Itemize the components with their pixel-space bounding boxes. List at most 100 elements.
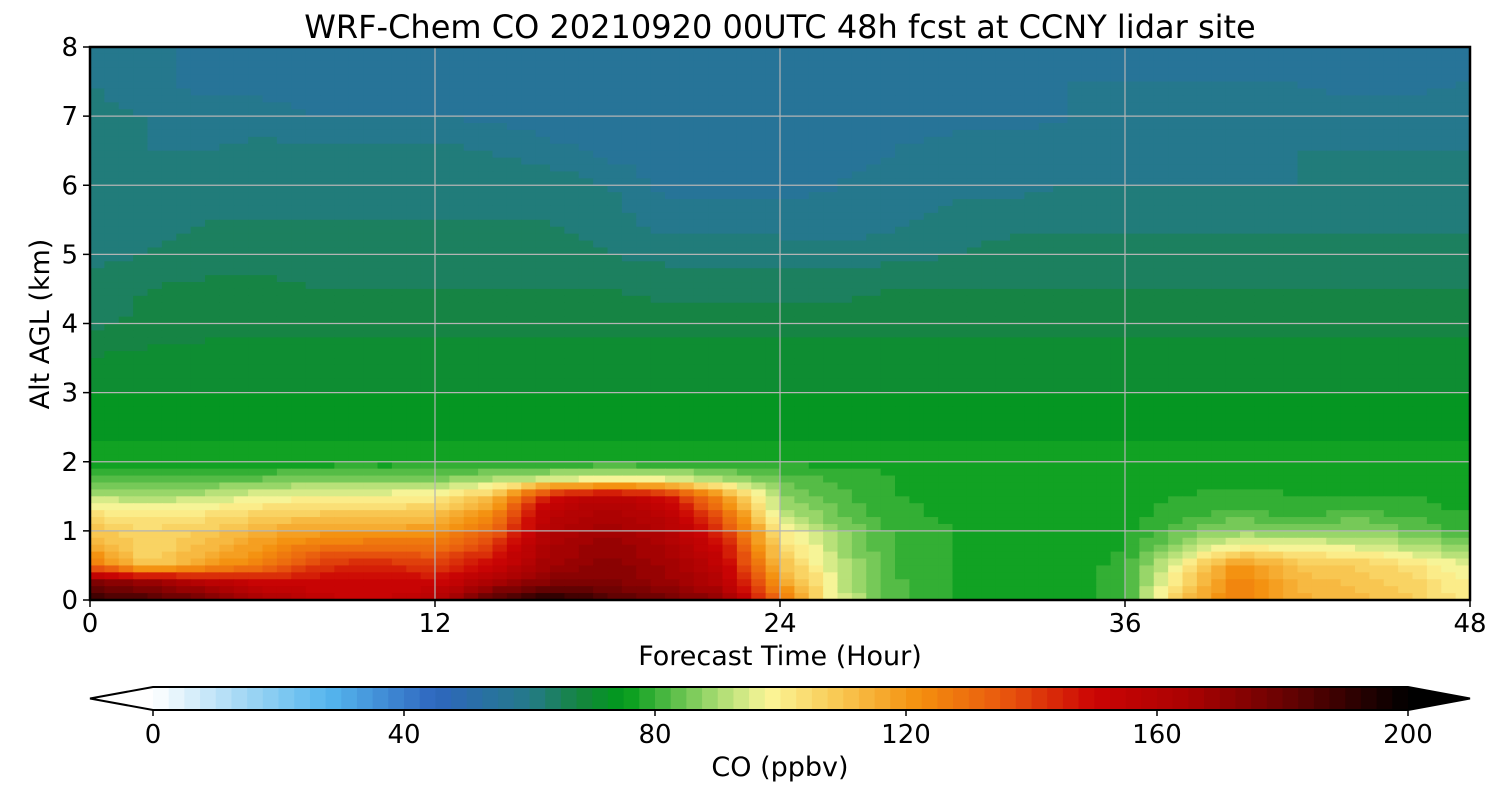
- field-cell: [1168, 199, 1184, 207]
- field-cell: [636, 74, 652, 83]
- field-cell: [650, 164, 666, 173]
- field-cell: [578, 199, 594, 207]
- field-cell: [535, 323, 551, 332]
- field-cell: [291, 212, 307, 221]
- field-cell: [363, 302, 379, 311]
- field-cell: [463, 275, 479, 283]
- field-cell: [693, 74, 709, 83]
- field-cell: [808, 164, 824, 173]
- field-cell: [1240, 323, 1255, 332]
- field-cell: [1240, 226, 1255, 235]
- field-cell: [435, 102, 450, 110]
- field-cell: [1024, 275, 1040, 283]
- field-cell: [90, 288, 105, 297]
- field-cell: [1412, 199, 1428, 207]
- field-cell: [1340, 123, 1356, 131]
- field-cell: [535, 295, 551, 304]
- field-cell: [219, 150, 235, 159]
- field-cell: [823, 185, 839, 193]
- field-cell: [751, 164, 767, 173]
- field-cell: [406, 364, 422, 373]
- field-cell: [391, 330, 407, 338]
- field-cell: [1369, 268, 1385, 276]
- field-cell: [492, 275, 508, 283]
- field-cell: [650, 295, 666, 304]
- field-cell: [1038, 81, 1054, 90]
- field-cell: [636, 164, 652, 173]
- field-cell: [679, 233, 695, 242]
- field-cell: [291, 364, 307, 373]
- field-cell: [1297, 399, 1313, 408]
- field-cell: [1096, 282, 1112, 290]
- field-cell: [1081, 116, 1097, 124]
- field-cell: [1426, 268, 1442, 276]
- field-cell: [1096, 192, 1112, 200]
- field-cell: [550, 309, 565, 318]
- field-cell: [880, 171, 896, 179]
- field-cell: [1369, 302, 1385, 311]
- field-cell: [205, 178, 220, 186]
- field-cell: [837, 164, 853, 173]
- field-cell: [1211, 282, 1227, 290]
- field-cell: [1412, 330, 1428, 338]
- field-cell: [320, 157, 335, 166]
- field-cell: [233, 275, 249, 283]
- field-cell: [1139, 330, 1155, 338]
- field-cell: [650, 116, 666, 124]
- field-cell: [205, 316, 220, 325]
- field-cell: [837, 205, 853, 214]
- field-cell: [938, 254, 954, 262]
- field-cell: [276, 199, 292, 207]
- field-cell: [190, 81, 206, 90]
- field-cell: [1455, 233, 1471, 242]
- field-cell: [1010, 74, 1025, 83]
- field-cell: [550, 192, 565, 200]
- field-cell: [851, 323, 867, 332]
- field-cell: [895, 295, 910, 304]
- field-cell: [363, 358, 379, 366]
- field-cell: [1182, 74, 1198, 83]
- field-cell: [765, 268, 781, 276]
- field-cell: [521, 254, 537, 262]
- field-cell: [1182, 233, 1198, 242]
- field-cell: [535, 309, 551, 318]
- field-cell: [1225, 47, 1241, 55]
- field-cell: [1326, 247, 1342, 255]
- field-cell: [478, 392, 494, 401]
- field-cell: [1139, 185, 1155, 193]
- field-cell: [780, 399, 795, 408]
- field-cell: [751, 351, 767, 359]
- field-cell: [506, 385, 522, 394]
- field-cell: [751, 344, 767, 352]
- field-cell: [823, 53, 839, 62]
- field-cell: [650, 385, 666, 394]
- field-cell: [1283, 47, 1299, 55]
- field-cell: [1383, 74, 1399, 83]
- field-cell: [291, 261, 307, 269]
- field-cell: [521, 212, 537, 221]
- field-cell: [391, 143, 407, 152]
- field-cell: [1412, 378, 1428, 387]
- field-cell: [794, 60, 810, 69]
- field-cell: [1110, 261, 1126, 269]
- field-cell: [1225, 102, 1241, 110]
- field-cell: [161, 219, 177, 228]
- field-cell: [1283, 136, 1299, 145]
- field-cell: [794, 185, 810, 193]
- field-cell: [377, 337, 393, 345]
- field-cell: [1053, 392, 1069, 401]
- field-cell: [966, 157, 982, 166]
- field-cell: [780, 364, 795, 373]
- field-cell: [305, 129, 321, 138]
- field-cell: [1211, 344, 1227, 352]
- field-cell: [1355, 109, 1370, 117]
- field-cell: [334, 74, 350, 83]
- field-cell: [449, 109, 465, 117]
- field-cell: [636, 109, 652, 117]
- field-cell: [521, 150, 537, 159]
- field-cell: [1355, 288, 1370, 297]
- field-cell: [449, 247, 465, 255]
- field-cell: [1053, 53, 1069, 62]
- field-cell: [607, 212, 623, 221]
- field-cell: [248, 81, 264, 90]
